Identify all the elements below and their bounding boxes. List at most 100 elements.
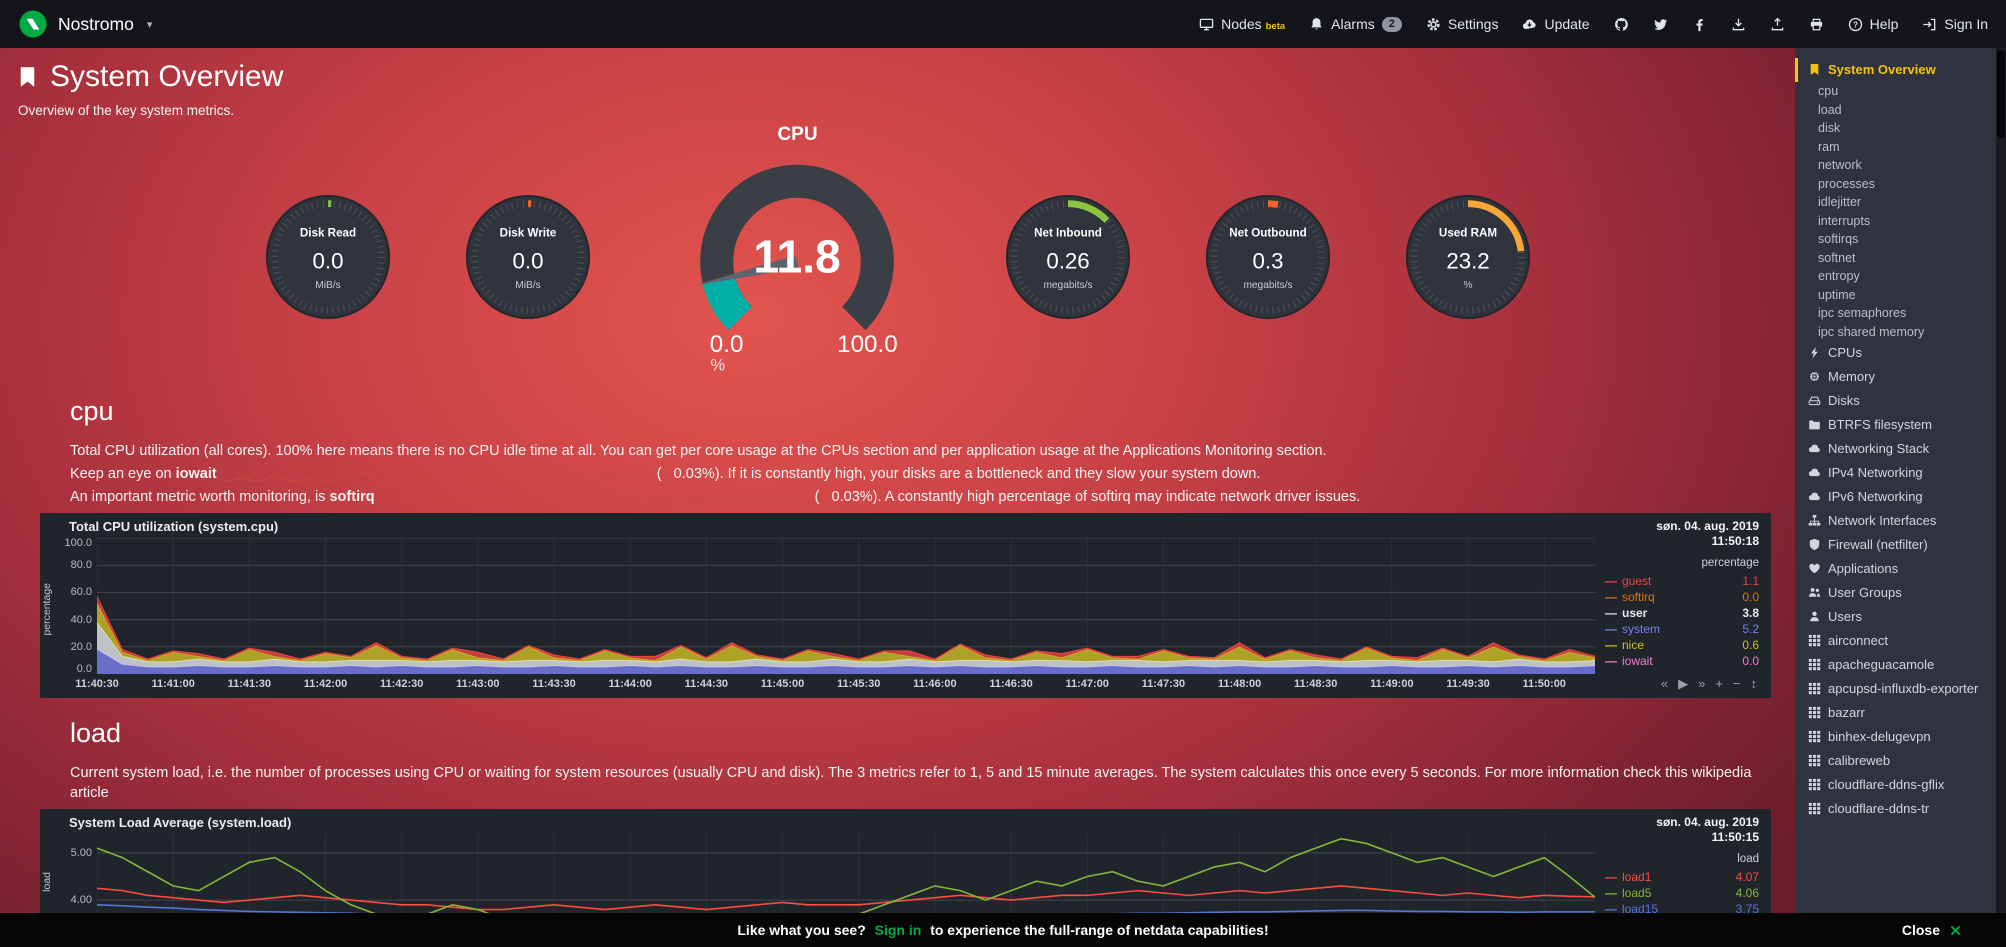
chart-zoom-out-button[interactable]: −: [1732, 676, 1741, 691]
sidebar-item-label: Memory: [1828, 369, 1875, 384]
sidebar-item-system-overview[interactable]: System Overview: [1795, 58, 1996, 82]
sidebar-item-label: calibreweb: [1828, 753, 1891, 768]
sidebar-item-network-interfaces[interactable]: Network Interfaces: [1795, 509, 1996, 533]
chart-play-button[interactable]: ▶: [1678, 676, 1689, 691]
chart-pan-forward-button[interactable]: »: [1698, 676, 1706, 691]
nav-twitter-icon-button[interactable]: [1653, 17, 1668, 32]
chart-zoom-in-button[interactable]: +: [1715, 676, 1723, 691]
chart-resize-button[interactable]: ↕: [1750, 676, 1758, 691]
sidebar-subitem-uptime[interactable]: uptime: [1818, 287, 1856, 302]
sidebar-item-user-groups[interactable]: User Groups: [1795, 581, 1996, 605]
sidebar-item-cpus[interactable]: CPUs: [1795, 341, 1996, 365]
legend-entry-guest[interactable]: — guest 1.1: [1605, 573, 1759, 589]
cpu-utilization-chart[interactable]: percentage Total CPU utilization (system…: [40, 513, 1771, 698]
nav-github-icon-button[interactable]: [1614, 17, 1629, 32]
legend-name: guest: [1622, 574, 1652, 588]
nav-facebook-icon-button[interactable]: [1692, 17, 1707, 32]
sidebar-subitem-load[interactable]: load: [1818, 102, 1842, 117]
iowait-sparkline[interactable]: [220, 467, 650, 482]
nav-print-icon-button[interactable]: [1809, 17, 1824, 32]
chevron-down-icon: ▾: [146, 18, 153, 31]
nav-settings-button[interactable]: Settings: [1426, 16, 1498, 32]
dashboard-content: System Overview Overview of the key syst…: [0, 48, 1795, 947]
banner-close-button[interactable]: Close: [1902, 922, 1962, 938]
legend-entry-nice[interactable]: — nice 0.6: [1605, 637, 1759, 653]
sidebar-item-ipv4-networking[interactable]: IPv4 Networking: [1795, 461, 1996, 485]
gauge-net-inbound[interactable]: Net Inbound 0.26 megabits/s: [1005, 194, 1131, 320]
scrollbar-thumb[interactable]: [1997, 50, 2005, 138]
sidebar-item-bazarr[interactable]: bazarr: [1795, 701, 1996, 725]
sidebar-subitem-softirqs[interactable]: softirqs: [1818, 232, 1859, 246]
x-tick-label: 11:50:00: [1522, 678, 1566, 690]
legend-entry-user[interactable]: — user 3.8: [1605, 605, 1759, 621]
node-selector[interactable]: Nostromo ▾: [18, 9, 152, 39]
legend-entry-load5[interactable]: — load5 4.06: [1605, 885, 1759, 901]
gauge-net-outbound[interactable]: Net Outbound 0.3 megabits/s: [1205, 194, 1331, 320]
sidebar-item-btrfs-filesystem[interactable]: BTRFS filesystem: [1795, 413, 1996, 437]
nav-help-button[interactable]: Help: [1848, 16, 1898, 32]
sidebar-subitem-interrupts[interactable]: interrupts: [1818, 213, 1871, 228]
svg-text:0.26: 0.26: [1046, 249, 1089, 274]
sidebar-subitem-processes[interactable]: processes: [1818, 176, 1875, 191]
legend-name: user: [1622, 606, 1648, 620]
nav-download-icon-button[interactable]: [1731, 17, 1746, 32]
legend-name: iowait: [1622, 654, 1653, 668]
legend-entry-iowait[interactable]: — iowait 0.0: [1605, 653, 1759, 669]
chart-pan-backward-button[interactable]: «: [1660, 676, 1669, 691]
legend-entry-softirq[interactable]: — softirq 0.0: [1605, 589, 1759, 605]
sidebar-item-calibreweb[interactable]: calibreweb: [1795, 749, 1996, 773]
svg-text:Disk Write: Disk Write: [499, 227, 556, 240]
nav-alarms-button[interactable]: Alarms 2: [1309, 16, 1402, 32]
sidebar-item-cloudflare-ddns-gflix[interactable]: cloudflare-ddns-gflix: [1795, 773, 1996, 797]
sidebar-item-label: CPUs: [1828, 345, 1862, 360]
sidebar-item-apcupsd-influxdb-exporter[interactable]: apcupsd-influxdb-exporter: [1795, 677, 1996, 701]
sidebar-subitem-cpu[interactable]: cpu: [1818, 84, 1839, 98]
banner-text-post: to experience the full-range of netdata …: [930, 922, 1269, 938]
nav-update-button[interactable]: Update: [1522, 16, 1590, 32]
bookmark-icon: [16, 64, 39, 90]
sidebar-subitem-entropy[interactable]: entropy: [1818, 269, 1860, 283]
grid-icon: [1808, 682, 1821, 695]
page-scrollbar[interactable]: [1996, 48, 2006, 947]
plot-area[interactable]: [97, 538, 1595, 674]
signin-banner: Like what you see? Sign in to experience…: [0, 913, 2006, 947]
sidebar-item-cloudflare-ddns-tr[interactable]: cloudflare-ddns-tr: [1795, 797, 1996, 821]
sidebar-subitem-softnet[interactable]: softnet: [1818, 250, 1856, 265]
legend-entry-system[interactable]: — system 5.2: [1605, 621, 1759, 637]
sidebar-item-firewall-netfilter[interactable]: Firewall (netfilter): [1795, 533, 1996, 557]
legend-entry-load1[interactable]: — load1 4.07: [1605, 869, 1759, 885]
cpu-gauge[interactable]: CPU 11.8 0.0 100.0%: [665, 124, 931, 374]
nav-signin-button[interactable]: Sign In: [1922, 16, 1988, 32]
nav-upload-icon-button[interactable]: [1770, 17, 1785, 32]
sidebar-subitem-idlejitter[interactable]: idlejitter: [1818, 195, 1862, 209]
legend-entry-load15[interactable]: — load15 3.75: [1605, 901, 1759, 917]
gauge-disk-read[interactable]: Disk Read 0.0 MiB/s: [265, 194, 391, 320]
sidebar-item-memory[interactable]: Memory: [1795, 365, 1996, 389]
users-icon: [1808, 586, 1821, 599]
gauge-disk-write[interactable]: Disk Write 0.0 MiB/s: [465, 194, 591, 320]
sidebar-subitem-disk[interactable]: disk: [1818, 121, 1841, 135]
sidebar-item-networking-stack[interactable]: Networking Stack: [1795, 437, 1996, 461]
sidebar-subitem-ram[interactable]: ram: [1818, 139, 1840, 154]
gauge-used-ram[interactable]: Used RAM 23.2%: [1405, 194, 1531, 320]
sidebar-item-users[interactable]: Users: [1795, 605, 1996, 629]
legend-swatch: —: [1605, 574, 1617, 588]
desc-text: Keep an eye on: [70, 466, 176, 482]
banner-signin-link[interactable]: Sign in: [874, 922, 922, 938]
softirq-sparkline[interactable]: [378, 490, 808, 505]
sidebar-item-label: IPv4 Networking: [1828, 465, 1923, 480]
sidebar-item-ipv6-networking[interactable]: IPv6 Networking: [1795, 485, 1996, 509]
sidebar-item-apacheguacamole[interactable]: apacheguacamole: [1795, 653, 1996, 677]
gauges-row: Disk Read 0.0 MiB/s Disk Write 0.0 MiB/s CPU …: [0, 124, 1795, 376]
nav-nodes-button[interactable]: Nodes beta: [1199, 16, 1285, 32]
sidebar-item-disks[interactable]: Disks: [1795, 389, 1996, 413]
sidebar-item-label: Disks: [1828, 393, 1860, 408]
sidebar-item-applications[interactable]: Applications: [1795, 557, 1996, 581]
sidebar-item-binhex-delugevpn[interactable]: binhex-delugevpn: [1795, 725, 1996, 749]
sidebar-subitem-network[interactable]: network: [1818, 158, 1862, 172]
sidebar-subitem-ipc-semaphores[interactable]: ipc semaphores: [1818, 306, 1907, 320]
chart-title: System Load Average (system.load): [69, 815, 292, 830]
sidebar-subitem-ipc-shared-memory[interactable]: ipc shared memory: [1818, 324, 1925, 339]
sidebar-item-airconnect[interactable]: airconnect: [1795, 629, 1996, 653]
sidebar-item-label: bazarr: [1828, 705, 1865, 720]
